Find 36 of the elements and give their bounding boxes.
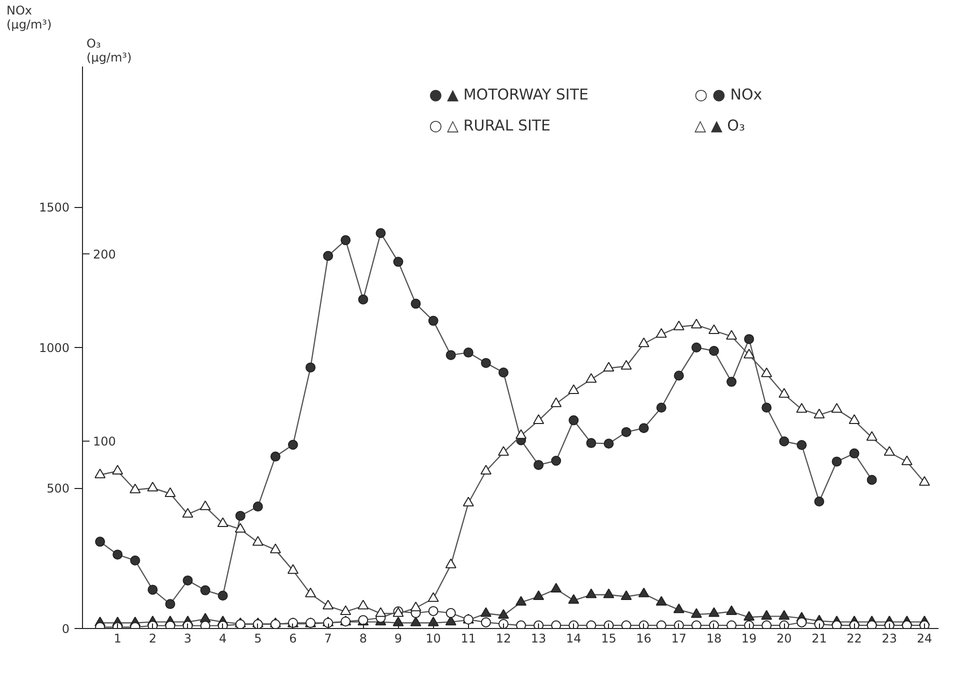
x-tick-label: 3 [184,632,192,646]
x-tick-label: 9 [394,632,402,646]
y-tick-label: 500 [46,482,70,496]
y2-tick-label: 100 [93,434,116,449]
annotation: △ ▲ O₃ [694,116,745,135]
x-tick-label: 2 [148,632,156,646]
annotation: ○ ● NOx [694,86,762,104]
y-tick-label: 1500 [38,200,70,214]
y-axis-title: NOx (µg/m³) [6,4,52,32]
y-tick-label: 0 [62,622,70,636]
x-tick-label: 15 [601,632,616,646]
y2-tick-label: 200 [93,247,116,262]
x-tick-label: 20 [776,632,792,646]
x-tick-label: 14 [566,632,582,646]
x-tick-label: 8 [359,632,367,646]
y-tick-label: 1000 [38,341,70,355]
x-tick-label: 16 [636,632,652,646]
x-tick-label: 17 [671,632,687,646]
y2-axis-title: O₃ (µg/m³) [86,36,132,64]
x-tick-label: 24 [916,632,932,646]
x-tick-label: 1 [114,632,122,646]
annotation: ● ▲ MOTORWAY SITE [429,86,589,104]
x-tick-label: 23 [882,632,898,646]
x-tick-label: 18 [706,632,722,646]
x-tick-label: 11 [460,632,476,646]
x-tick-label: 21 [812,632,827,646]
x-tick-label: 4 [219,632,227,646]
annotation: ○ △ RURAL SITE [429,116,551,135]
x-tick-label: 5 [254,632,262,646]
x-tick-label: 6 [289,632,297,646]
x-tick-label: 22 [846,632,862,646]
x-tick-label: 10 [426,632,441,646]
x-tick-label: 7 [324,632,332,646]
x-tick-label: 12 [496,632,512,646]
x-tick-label: 13 [530,632,546,646]
x-tick-label: 19 [741,632,757,646]
